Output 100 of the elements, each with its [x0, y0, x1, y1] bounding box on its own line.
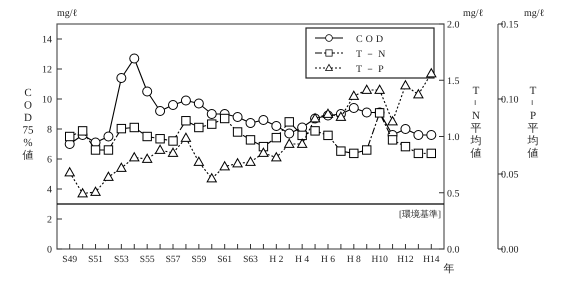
y2-tick-label: 1.0 [447, 132, 460, 143]
point [220, 161, 230, 170]
legend-label: COD [356, 34, 386, 45]
point [400, 124, 410, 134]
point [348, 90, 359, 100]
point [232, 127, 242, 137]
point [426, 148, 436, 158]
y-tick-label: 14 [42, 34, 52, 46]
x-tick-label: S51 [88, 255, 104, 265]
y3-tick-label: 0.00 [501, 244, 518, 256]
y-tick-label: 8 [47, 124, 52, 136]
point [220, 114, 230, 124]
point [362, 84, 372, 94]
y-tick-label: 6 [47, 154, 52, 166]
point [103, 132, 114, 142]
y-tick-label: 0 [47, 244, 52, 256]
point [104, 145, 114, 155]
text: mg/ℓ [463, 8, 484, 19]
y3-tick-label: 0.10 [501, 94, 518, 106]
y3-tick-label: 0.15 [501, 20, 518, 30]
point [322, 108, 334, 118]
y-tick-label: 12 [42, 64, 52, 76]
point [142, 132, 152, 142]
point [284, 117, 294, 127]
x-tick-label: H10 [371, 255, 388, 265]
point [272, 132, 282, 142]
point [194, 98, 204, 108]
point [348, 103, 359, 113]
point [232, 158, 243, 168]
point [129, 152, 140, 162]
point [232, 112, 243, 122]
point [297, 138, 308, 148]
point [181, 116, 191, 126]
point [206, 173, 217, 182]
x-tick-label: H12 [397, 255, 414, 265]
point [130, 122, 139, 132]
point [426, 130, 436, 140]
x-tick-label: S53 [114, 255, 129, 265]
point [155, 106, 166, 116]
x-tick-label: H14 [423, 255, 440, 265]
legend-label: T－N [356, 49, 388, 60]
y3-tick-label: 0.05 [501, 170, 518, 180]
x-tick-label: H 6 [320, 255, 336, 265]
point [323, 130, 333, 140]
point [271, 152, 282, 162]
y3-axis-title: T－P平均値 [526, 85, 538, 160]
point [271, 121, 282, 131]
y-tick-label: 2 [47, 214, 52, 226]
point [310, 126, 320, 136]
point [180, 132, 192, 142]
x-tick-label: S61 [217, 255, 232, 265]
point [413, 130, 424, 140]
point [64, 167, 75, 176]
point [194, 122, 204, 132]
text: mg/ℓ [524, 8, 545, 19]
point [116, 73, 126, 83]
legend-label: T－P [356, 64, 387, 75]
y-tick-label: 10 [42, 94, 52, 106]
point [400, 142, 410, 152]
point [400, 80, 411, 90]
point [414, 148, 424, 158]
point [65, 132, 74, 142]
x-tick-label: S55 [140, 255, 155, 265]
point [387, 116, 398, 126]
x-tick-label: S63 [243, 255, 258, 265]
ref-line-label: [環境基準] [399, 209, 441, 219]
point [155, 144, 166, 154]
point [194, 156, 204, 166]
point [362, 145, 372, 155]
point [116, 162, 126, 172]
point [142, 154, 152, 163]
point [116, 124, 126, 134]
y2-tick-label: 0.5 [447, 188, 460, 200]
point [78, 126, 88, 136]
y2-tick-label: 1.5 [447, 76, 460, 87]
x-tick-label: H 4 [295, 255, 310, 265]
point [413, 89, 424, 98]
point [245, 156, 256, 166]
point [129, 54, 140, 64]
point [142, 86, 152, 96]
point [349, 148, 359, 158]
x-tick-label: H 8 [346, 255, 362, 265]
y2-tick-label: 2.0 [447, 20, 460, 30]
x-tick-label: S57 [166, 255, 181, 265]
point [103, 172, 114, 181]
point [374, 84, 385, 94]
point [284, 128, 294, 138]
point [246, 118, 256, 128]
point [362, 108, 372, 118]
point [284, 138, 294, 148]
point [206, 109, 217, 119]
point [388, 135, 398, 145]
point [168, 136, 178, 146]
point [78, 188, 88, 198]
point [426, 68, 436, 78]
point [258, 148, 269, 157]
x-tick-label: S49 [62, 255, 78, 265]
point [258, 115, 268, 125]
point [168, 148, 178, 157]
point [207, 119, 216, 129]
